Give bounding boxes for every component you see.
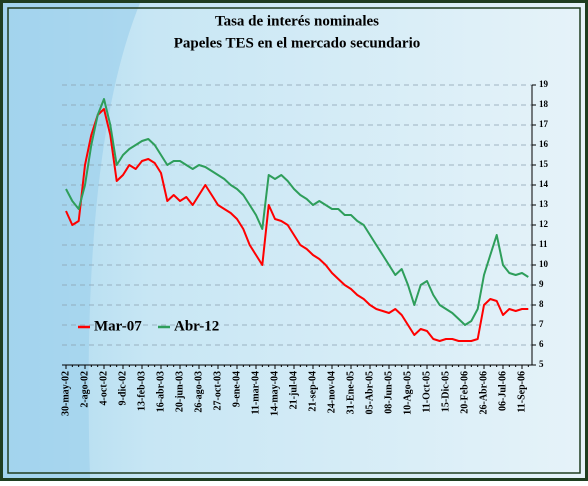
chart-title: Tasa de interés nominales	[215, 13, 379, 29]
x-tick-label: 20-Feb-06	[459, 371, 470, 414]
x-tick-label: 4-oct-02	[98, 371, 109, 405]
series-line	[65, 98, 529, 326]
x-tick-label: 08-Jun-05	[383, 371, 394, 414]
y-tick-label: 12	[539, 219, 549, 229]
inner-frame	[7, 7, 581, 474]
y-tick-label: 15	[539, 159, 549, 169]
chart-subtitle: Papeles TES en el mercado secundario	[174, 35, 421, 51]
y-tick-label: 13	[539, 199, 549, 209]
x-tick-label: 20-jun-03	[174, 371, 185, 412]
x-tick-label: 13-feb-03	[136, 371, 147, 411]
x-tick-label: 9-ene-04	[231, 371, 242, 407]
x-tick-label: 15-Dic-05	[440, 371, 451, 412]
x-tick-label: 26-Abr-06	[478, 371, 489, 415]
x-tick-label: 30-may-02	[60, 371, 71, 416]
x-tick-label: 2-ago-02	[79, 371, 90, 408]
y-tick-label: 8	[539, 299, 544, 309]
y-tick-label: 14	[539, 179, 549, 189]
y-tick-label: 7	[539, 319, 544, 329]
y-tick-label: 17	[539, 119, 549, 129]
y-tick-label: 16	[539, 139, 549, 149]
x-tick-label: 10-Ago-05	[402, 371, 413, 415]
x-tick-label: 16-abr-03	[155, 371, 166, 412]
y-tick-label: 19	[539, 79, 549, 89]
y-tick-label: 10	[539, 259, 549, 269]
x-tick-label: 05-Abr-05	[364, 371, 375, 415]
x-tick-label: 14-may-04	[269, 371, 280, 416]
x-tick-label: 11-Oct-05	[421, 371, 432, 413]
x-tick-label: 21-jul-04	[288, 371, 299, 409]
x-tick-label: 06-Jul-06	[497, 371, 508, 411]
x-tick-label: 11-Sep-06	[516, 371, 527, 413]
background-shape	[3, 3, 140, 478]
y-tick-label: 18	[539, 99, 549, 109]
y-tick-label: 6	[539, 339, 544, 349]
legend-label: Abr-12	[174, 318, 219, 334]
x-tick-label: 26-ago-03	[193, 371, 204, 413]
y-tick-label: 11	[539, 239, 548, 249]
x-tick-label: 31-Ene-05	[345, 371, 356, 414]
x-tick-label: 21-sep-04	[307, 371, 318, 412]
x-tick-label: 11-mar-04	[250, 371, 261, 415]
y-tick-label: 9	[539, 279, 544, 289]
series-line	[65, 108, 529, 342]
x-tick-label: 24-nov-04	[326, 371, 337, 413]
y-tick-label: 5	[539, 359, 544, 369]
x-tick-label: 9-dic-02	[117, 371, 128, 405]
x-tick-label: 27-oct-03	[212, 371, 223, 410]
legend-label: Mar-07	[94, 318, 142, 334]
